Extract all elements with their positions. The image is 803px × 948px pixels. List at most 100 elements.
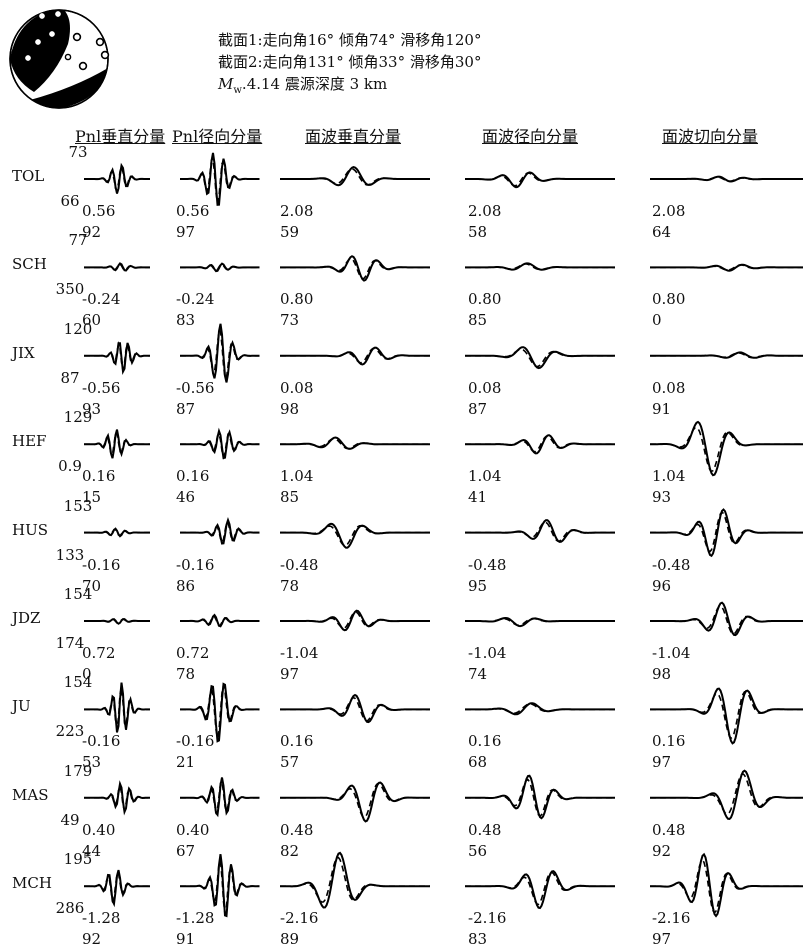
synthetic-waveform <box>180 521 260 545</box>
synthetic-waveform <box>465 435 615 453</box>
time-shift: 0.80 <box>468 290 502 309</box>
time-shift: -0.16 <box>176 555 215 574</box>
column-header-surface-vertical: 面波垂直分量 <box>305 127 402 146</box>
mw-value-depth: .4.14 震源深度 3 km <box>241 75 388 93</box>
cross-correlation: 95 <box>468 576 488 595</box>
synthetic-waveform <box>84 164 150 194</box>
time-shift: -0.16 <box>82 555 121 574</box>
synthetic-waveform <box>650 772 803 815</box>
cross-correlation: 41 <box>468 488 488 507</box>
station-distance: 73 <box>68 143 88 161</box>
time-shift: 0.16 <box>82 467 116 486</box>
synthetic-waveform <box>465 172 615 187</box>
cross-correlation: 44 <box>82 841 102 860</box>
column-header-surface-radial: 面波径向分量 <box>482 127 579 146</box>
time-shift: 0.16 <box>652 732 686 751</box>
cross-correlation: 85 <box>468 311 488 330</box>
time-shift: 0.40 <box>176 820 210 839</box>
synthetic-waveform <box>180 329 260 380</box>
synthetic-waveform <box>650 352 803 359</box>
synthetic-waveform <box>180 157 260 204</box>
synthetic-waveform <box>84 618 150 625</box>
time-shift: -0.48 <box>468 555 507 574</box>
time-shift: -1.04 <box>652 644 691 662</box>
synthetic-waveform <box>280 347 430 364</box>
cross-correlation: 92 <box>82 223 102 241</box>
synthetic-waveform <box>280 696 430 722</box>
cross-correlation: 60 <box>82 311 102 330</box>
station-azimuth: 87 <box>60 368 80 387</box>
cross-correlation: 92 <box>652 841 672 860</box>
column-header-pnl-vertical: Pnl垂直分量 <box>75 127 166 146</box>
synthetic-waveform <box>180 684 260 739</box>
synthetic-waveform <box>650 604 803 635</box>
time-shift: -2.16 <box>468 909 507 928</box>
time-shift: 0.08 <box>280 378 314 397</box>
cross-correlation: 97 <box>176 223 196 241</box>
synthetic-waveform <box>180 859 260 915</box>
synthetic-waveform <box>84 872 150 903</box>
synthetic-waveform <box>650 511 803 553</box>
cross-correlation: 93 <box>652 488 672 507</box>
synthetic-waveform <box>84 262 150 272</box>
cross-correlation: 93 <box>82 399 102 418</box>
synthetic-waveform <box>465 871 615 906</box>
cross-correlation: 73 <box>280 311 300 330</box>
station-azimuth: 174 <box>55 634 85 652</box>
synthetic-waveform <box>280 611 430 630</box>
time-shift: 1.04 <box>468 467 502 486</box>
synthetic-waveform <box>465 263 615 271</box>
station-azimuth: 66 <box>60 192 80 210</box>
cross-correlation: 83 <box>176 311 196 330</box>
time-shift: -0.16 <box>176 732 215 751</box>
cross-correlation: 64 <box>652 223 672 241</box>
time-shift: -0.48 <box>280 555 319 574</box>
synthetic-waveform <box>650 176 803 183</box>
cross-correlation: 97 <box>280 665 300 683</box>
time-shift: 1.04 <box>652 467 686 486</box>
time-shift: 0.48 <box>280 820 314 839</box>
synthetic-waveform <box>465 617 615 627</box>
observed-waveform <box>84 869 150 908</box>
time-shift: -0.56 <box>82 378 121 397</box>
station-azimuth: 133 <box>55 545 85 564</box>
synthetic-waveform <box>650 858 803 914</box>
station-azimuth: 0.9 <box>58 457 82 476</box>
time-shift: 0.48 <box>652 820 686 839</box>
time-shift: 0.56 <box>82 202 116 220</box>
synthetic-waveform <box>650 690 803 740</box>
time-shift: 1.04 <box>280 467 314 486</box>
synthetic-waveform <box>84 686 150 730</box>
cross-correlation: 86 <box>176 576 196 595</box>
cross-correlation: 87 <box>468 399 488 418</box>
time-shift: -0.48 <box>652 555 691 574</box>
cross-correlation: 0 <box>652 311 662 330</box>
cross-correlation: 67 <box>176 841 196 860</box>
cross-correlation: 59 <box>280 223 300 241</box>
synthetic-waveform <box>180 263 260 272</box>
magnitude-depth: Mw.4.14 震源深度 3 km <box>218 74 387 101</box>
time-shift: -2.16 <box>280 909 319 928</box>
time-shift: 0.08 <box>468 378 502 397</box>
observed-waveform <box>650 769 803 821</box>
nodal-plane-1: 截面1:走向角16° 倾角74° 滑移角120° <box>218 31 482 49</box>
column-header-surface-tangential: 面波切向分量 <box>662 127 759 146</box>
station-name: HUS <box>12 520 48 539</box>
column-header-pnl-radial: Pnl径向分量 <box>172 127 263 146</box>
compression-quadrant-upper <box>10 10 70 92</box>
time-shift: -1.28 <box>82 909 121 928</box>
observed-waveform <box>650 687 803 745</box>
station-azimuth: 350 <box>55 280 85 299</box>
time-shift: -1.04 <box>468 644 507 662</box>
cross-correlation: 85 <box>280 488 300 507</box>
time-shift: 0.16 <box>176 467 210 486</box>
time-shift: 0.40 <box>82 820 116 839</box>
synthetic-waveform <box>84 783 150 811</box>
synthetic-waveform <box>84 341 150 371</box>
station-name: HEF <box>12 432 47 451</box>
observed-waveform <box>465 262 615 271</box>
station-azimuth: 286 <box>55 899 85 918</box>
time-shift: 0.72 <box>82 644 116 662</box>
station-distance: 120 <box>63 319 93 338</box>
cross-correlation: 82 <box>280 841 300 860</box>
